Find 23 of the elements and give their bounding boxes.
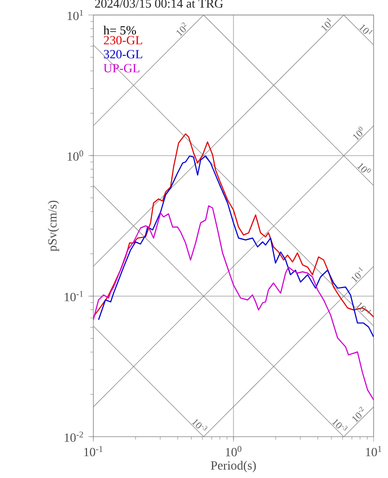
annotation: 10$^{2}$ — [176, 22, 187, 36]
annotation: h= 5% — [104, 26, 136, 35]
y-tick-label: 10$^{-2}$ — [64, 432, 84, 442]
annotation: 10$^{0}$ — [353, 126, 363, 141]
annotation: 10$^{1}$ — [322, 18, 332, 32]
annotation: 10$^{0}$ — [357, 163, 372, 173]
text: 230-GL — [104, 36, 142, 44]
y-tick-label: 10$^{0}$ — [68, 150, 84, 161]
annotation: 10$^{1}$ — [359, 24, 373, 34]
y-axis-title: pSv(cm/s) — [48, 200, 60, 252]
text: 320-GL — [104, 50, 142, 58]
x-tick-label: 10$^{0}$ — [226, 446, 242, 456]
y-tick-label: 10$^{-1}$ — [64, 291, 84, 302]
x-tick-label: 10$^{1}$ — [366, 446, 382, 456]
annotation: 10$^{-3}$ — [192, 419, 208, 430]
x-tick-label: 10$^{-1}$ — [84, 446, 103, 456]
annotation: 10$^{-3}$ — [332, 419, 348, 430]
annotation: 10$^{-1}$ — [352, 267, 364, 283]
annotation: 10$^{-2}$ — [352, 406, 364, 422]
x-axis-title: Period(s) — [211, 460, 256, 472]
y-tick-label: 10$^{1}$ — [68, 10, 84, 20]
annotation: 10$^{-1}$ — [356, 302, 372, 314]
text: UP-GL — [104, 64, 140, 72]
